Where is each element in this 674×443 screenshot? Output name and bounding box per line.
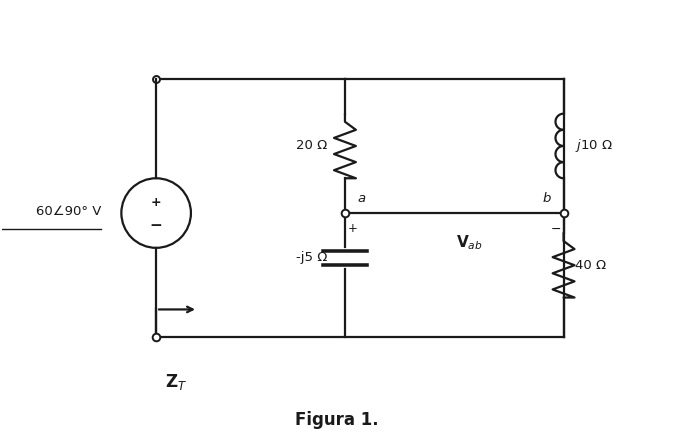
Text: $j$10 Ω: $j$10 Ω <box>576 137 613 155</box>
Text: $\mathbf{Z}_T$: $\mathbf{Z}_T$ <box>165 372 187 392</box>
Text: a: a <box>358 192 366 205</box>
Text: $\mathbf{V}_{ab}$: $\mathbf{V}_{ab}$ <box>456 233 483 252</box>
Text: 40 Ω: 40 Ω <box>576 259 607 272</box>
Text: −: − <box>150 218 162 233</box>
Text: −: − <box>551 222 561 235</box>
Text: -j5 Ω: -j5 Ω <box>296 251 327 264</box>
Text: b: b <box>543 192 551 205</box>
Text: 60∠90° V: 60∠90° V <box>36 205 102 218</box>
Text: Figura 1.: Figura 1. <box>295 411 379 429</box>
Text: 20 Ω: 20 Ω <box>296 140 327 152</box>
Text: +: + <box>348 222 358 235</box>
Text: +: + <box>151 196 162 209</box>
